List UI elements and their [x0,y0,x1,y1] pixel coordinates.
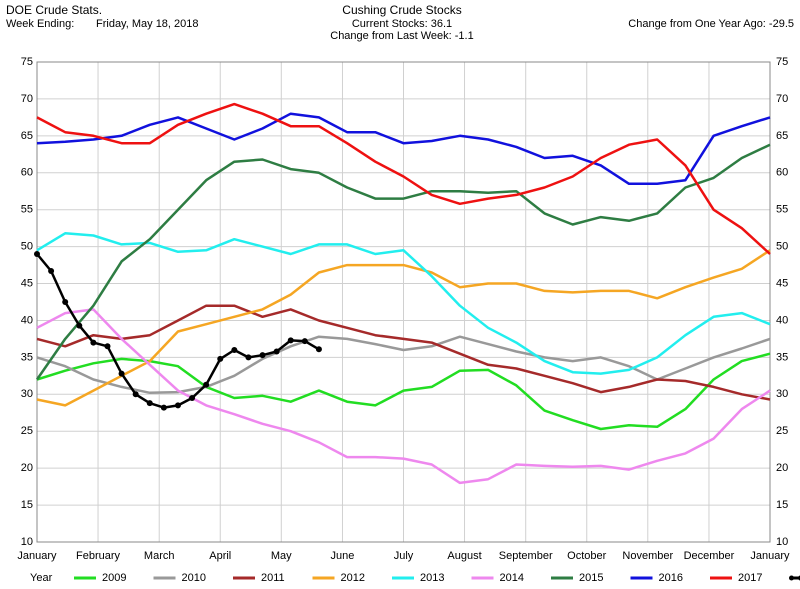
series-line [36,249,771,407]
y-tick-label: 20 [21,462,33,474]
series-line [36,308,771,485]
subtitle: Current Stocks: 36.1 [352,18,452,30]
series-marker [231,347,238,353]
x-tick-label: January [750,550,790,562]
y2-tick-label: 50 [776,241,788,253]
series-marker [245,354,252,361]
y2-tick-label: 20 [776,462,788,474]
y-tick-label: 15 [21,499,33,511]
y2-tick-label: 65 [776,130,788,142]
series-marker [217,355,224,362]
x-tick-label: November [622,550,673,562]
series-line [36,102,771,255]
x-tick-label: October [567,550,606,562]
legend-label: 2013 [420,572,444,584]
chart-title: Cushing Crude Stocks [342,3,461,17]
series-marker [203,381,210,388]
x-tick-label: March [144,550,175,562]
legend-label: 2015 [579,572,603,584]
series-marker [259,352,266,359]
series-line [36,112,771,186]
legend-label: 2016 [659,572,683,584]
series-line [36,335,771,395]
series-line [36,232,771,375]
y2-tick-label: 70 [776,93,788,105]
header-right: Change from One Year Ago: -29.5 [628,18,794,30]
series-marker [273,348,280,355]
legend-title: Year [30,572,53,584]
y2-tick-label: 10 [776,536,788,548]
x-tick-label: July [394,550,414,562]
x-tick-label: February [76,550,121,562]
subtitle: Change from Last Week: -1.1 [330,30,473,42]
y-tick-label: 65 [21,130,33,142]
y2-tick-label: 45 [776,277,788,289]
y2-tick-label: 25 [776,425,788,437]
y-tick-label: 55 [21,204,33,216]
series-marker [287,337,294,344]
series-line [35,143,771,381]
series-marker [301,338,308,345]
y-tick-label: 75 [21,56,33,68]
y-tick-label: 50 [21,241,33,253]
series-marker [174,402,181,409]
x-tick-label: September [499,550,553,562]
x-tick-label: May [271,550,292,562]
series-marker [118,370,125,377]
series-line [36,304,771,401]
legend-label: 2017 [738,572,762,584]
series-marker [34,251,40,257]
y-tick-label: 45 [21,277,33,289]
series-marker [104,343,111,350]
y-tick-label: 60 [21,167,33,179]
y-tick-label: 30 [21,388,33,400]
series-marker [189,395,196,401]
series-marker [90,339,97,346]
y-tick-label: 70 [21,93,33,105]
week-ending-label: Week Ending: [6,18,74,30]
legend-label: 2011 [261,572,285,584]
x-tick-label: December [684,550,735,562]
x-tick-label: April [209,550,231,562]
y-tick-label: 40 [21,314,33,326]
legend-marker [789,575,794,581]
series-marker [48,267,55,274]
y-tick-label: 25 [21,425,33,437]
y2-tick-label: 55 [776,204,788,216]
series-line [36,352,771,431]
y2-tick-label: 35 [776,351,788,363]
series-marker [76,322,83,329]
header-title: DOE Crude Stats. [6,3,102,17]
x-tick-label: August [447,550,481,562]
legend-label: 2014 [500,572,524,584]
x-tick-label: January [17,550,57,562]
y2-tick-label: 60 [776,167,788,179]
series-marker [160,404,167,411]
plot-frame [36,61,771,543]
series-marker [315,346,322,353]
series-marker [146,400,153,407]
y2-tick-label: 40 [776,314,788,326]
y-tick-label: 10 [21,536,33,548]
week-ending-date: Friday, May 18, 2018 [96,18,199,30]
legend-label: 2010 [182,572,206,584]
legend-label: 2012 [341,572,365,584]
y2-tick-label: 15 [776,499,788,511]
y-tick-label: 35 [21,351,33,363]
series-marker [132,391,139,398]
x-tick-label: June [331,550,355,562]
legend-label: 2009 [102,572,126,584]
y2-tick-label: 30 [776,388,788,400]
series-marker [62,299,69,305]
y2-tick-label: 75 [776,56,788,68]
